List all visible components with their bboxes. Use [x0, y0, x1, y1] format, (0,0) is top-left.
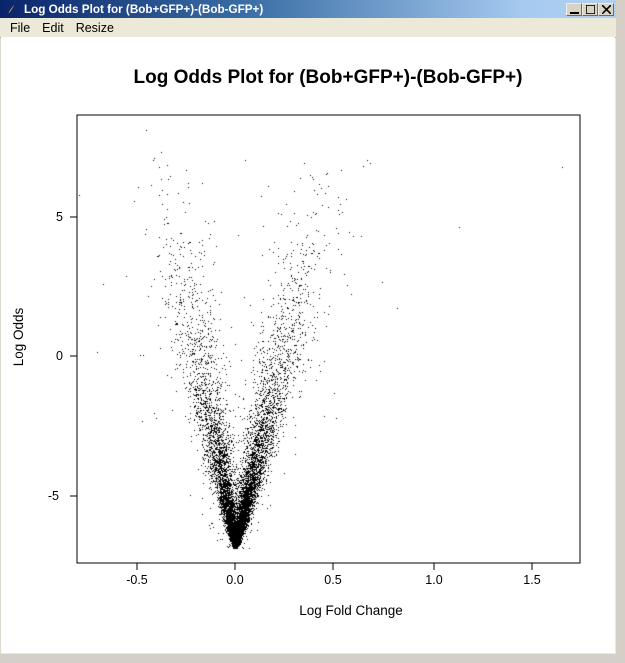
svg-text:Log Odds: Log Odds: [11, 307, 26, 366]
svg-text:1.0: 1.0: [425, 573, 442, 587]
svg-text:-5: -5: [48, 489, 59, 503]
svg-text:Log Fold Change: Log Fold Change: [299, 603, 403, 618]
svg-text:0.5: 0.5: [324, 573, 341, 587]
svg-text:1.5: 1.5: [523, 573, 540, 587]
svg-text:0.0: 0.0: [226, 573, 243, 587]
svg-text:0: 0: [56, 349, 63, 363]
svg-text:-0.5: -0.5: [126, 573, 148, 587]
svg-text:5: 5: [56, 210, 63, 224]
